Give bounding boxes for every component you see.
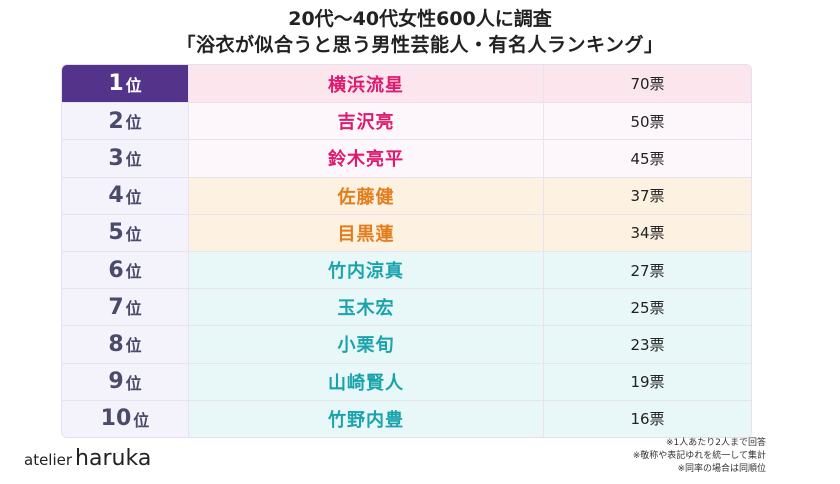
name-cell: 竹野内豊: [188, 400, 543, 437]
votes-cell: 23票: [543, 326, 751, 363]
note-line: ※敬称や表記ゆれを統一して集計: [632, 451, 766, 461]
logo-atelier: atelier: [24, 451, 73, 469]
chart-subtitle: 「浴衣が似合うと思う男性芸能人・有名人ランキング」: [176, 34, 664, 56]
rank-number: 6: [108, 257, 124, 283]
rank-number: 1: [108, 71, 124, 97]
votes-cell: 27票: [543, 252, 751, 289]
name-cell: 横浜流星: [188, 65, 543, 103]
rank-suffix: 位: [125, 113, 142, 133]
rank-number: 5: [108, 220, 124, 246]
logo-haruka: haruka: [75, 446, 152, 471]
rank-suffix: 位: [133, 410, 150, 430]
rank-number: 4: [108, 183, 124, 209]
rank-suffix: 位: [125, 224, 142, 244]
rank-number: 8: [108, 331, 124, 357]
rank-suffix: 位: [125, 187, 142, 207]
table-row: 9 位山崎賢人 19票: [62, 362, 751, 400]
votes-cell: 50票: [543, 103, 751, 140]
table-row: 2 位吉沢亮 50票: [62, 102, 751, 140]
table-row: 1 位横浜流星 70票: [62, 65, 751, 103]
rank-suffix: 位: [125, 336, 142, 356]
table-row: 4 位佐藤健 37票: [62, 176, 751, 214]
votes-cell: 45票: [543, 140, 751, 177]
table-row: 6 位竹内涼真 27票: [62, 251, 751, 289]
rank-number: 10: [100, 406, 132, 432]
table-row: 3 位鈴木亮平 45票: [62, 139, 751, 177]
name-cell: 佐藤健: [188, 177, 543, 214]
name-cell: 山崎賢人: [188, 363, 543, 400]
name-cell: 竹内涼真: [188, 252, 543, 289]
name-cell: 目黒蓮: [188, 214, 543, 251]
votes-cell: 70票: [543, 65, 751, 103]
ranking-table: 1 位横浜流星 70票 2 位吉沢亮 50票 3 位鈴木亮平 45票 4 位佐藤健 37票 5 位目黒蓮 3…: [61, 64, 752, 438]
votes-cell: 25票: [543, 289, 751, 326]
rank-number: 2: [108, 108, 124, 134]
table-row: 5 位目黒蓮 34票: [62, 213, 751, 251]
votes-cell: 37票: [543, 177, 751, 214]
rank-suffix: 位: [125, 150, 142, 170]
rank-number: 7: [108, 294, 124, 320]
name-cell: 小栗旬: [188, 326, 543, 363]
rank-suffix: 位: [125, 373, 142, 393]
rank-cell: 10 位: [62, 400, 188, 437]
votes-cell: 34票: [543, 214, 751, 251]
note-line: ※同率の場合は同順位: [677, 464, 766, 474]
brand-logo: atelier haruka: [24, 446, 151, 471]
votes-cell: 16票: [543, 400, 751, 437]
name-cell: 玉木宏: [188, 289, 543, 326]
rank-number: 3: [108, 145, 124, 171]
note-line: ※1人あたり2人まで回答: [666, 438, 766, 448]
rank-suffix: 位: [125, 299, 142, 319]
name-cell: 鈴木亮平: [188, 140, 543, 177]
table-row: 7 位玉木宏 25票: [62, 288, 751, 326]
rank-suffix: 位: [125, 75, 142, 95]
title-block: 20代〜40代女性600人に調査 「浴衣が似合うと思う男性芸能人・有名人ランキン…: [0, 6, 840, 58]
rank-suffix: 位: [125, 262, 142, 282]
rank-number: 9: [108, 369, 124, 395]
chart-title: 20代〜40代女性600人に調査: [288, 8, 552, 30]
notes: ※1人あたり2人まで回答 ※敬称や表記ゆれを統一して集計 ※同率の場合は同順位: [633, 437, 766, 476]
votes-cell: 19票: [543, 363, 751, 400]
name-cell: 吉沢亮: [188, 103, 543, 140]
table-row: 8 位小栗旬 23票: [62, 325, 751, 363]
table-row: 10 位竹野内豊 16票: [62, 399, 751, 437]
